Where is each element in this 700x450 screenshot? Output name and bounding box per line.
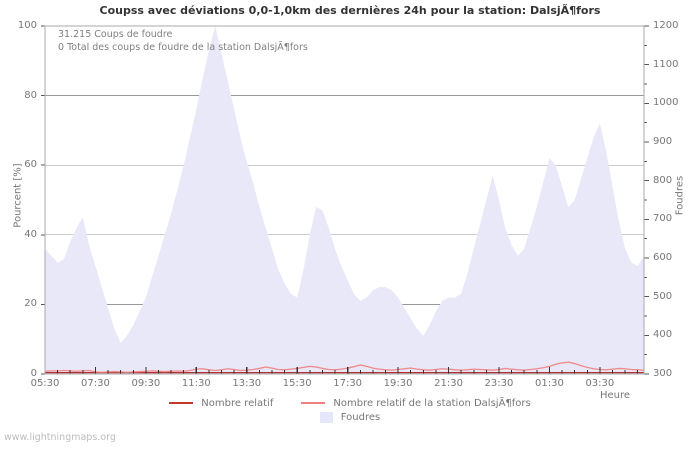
- y-axis-left-tick: 40: [24, 228, 37, 240]
- legend-item-foudres[interactable]: Foudres: [319, 411, 381, 423]
- page-title: Coupss avec déviations 0,0-1,0km des der…: [99, 4, 601, 17]
- line-series-group: [44, 361, 645, 374]
- area-series-group: [45, 26, 644, 374]
- legend-item-nombre-relatif[interactable]: Nombre relatif: [169, 398, 273, 409]
- y-axis-left-tick: 100: [17, 20, 37, 31]
- y-axis-right-tick: 300: [653, 368, 673, 379]
- y-axis-right-tick: 1100: [653, 58, 679, 70]
- area-series-foudres: [45, 26, 644, 374]
- x-axis-tick: 11:30: [181, 378, 211, 389]
- x-axis-tick: 05:30: [30, 378, 60, 389]
- legend-swatch-line-icon: [169, 402, 194, 404]
- legend-label: Foudres: [340, 411, 381, 423]
- legend-item-nombre-relatif-station[interactable]: Nombre relatif de la station DalsjÃ¶fors: [301, 397, 531, 409]
- annotation-total-strokes: 31.215 Coups de foudre: [58, 29, 173, 40]
- x-axis-tick: 21:30: [434, 378, 463, 389]
- y-axis-right-tick: 700: [653, 213, 673, 225]
- y-axis-right-tick: 800: [653, 174, 673, 186]
- x-axis-tick: 17:30: [333, 378, 363, 389]
- x-axis-tick: 07:30: [81, 378, 110, 389]
- legend-label: Nombre relatif de la station DalsjÃ¶fors: [333, 397, 531, 409]
- plot-frame: [44, 25, 645, 375]
- x-axis-tick: 15:30: [282, 378, 312, 389]
- legend-row-1: Nombre relatif Nombre relatif de la stat…: [0, 396, 700, 410]
- legend-label: Nombre relatif: [201, 397, 274, 409]
- x-axis-tick: 09:30: [131, 378, 161, 389]
- watermark: www.lightningmaps.org: [4, 432, 116, 443]
- chart-legend: Nombre relatif Nombre relatif de la stat…: [0, 396, 700, 424]
- y-axis-right-label: Foudres: [674, 175, 686, 216]
- y-axis-right-tick: 600: [653, 252, 673, 263]
- axis-ticks: [41, 25, 649, 375]
- x-axis-tick: 19:30: [383, 378, 413, 389]
- y-axis-left-tick: 0: [30, 368, 37, 379]
- legend-swatch-area-icon: [319, 411, 333, 423]
- legend-swatch-line-icon: [301, 402, 326, 404]
- y-axis-right-tick: 900: [653, 136, 673, 147]
- x-axis-tick: 01:30: [534, 378, 564, 389]
- line-series-nombre-relatif-station: [44, 361, 645, 373]
- x-axis-tick: 23:30: [484, 378, 514, 389]
- y-axis-right-tick: 500: [653, 290, 673, 302]
- y-axis-left-tick: 80: [24, 89, 37, 101]
- y-axis-right-tick: 1000: [653, 97, 679, 109]
- x-axis-label: Heure: [600, 390, 631, 401]
- y-axis-left-tick: 60: [24, 159, 37, 171]
- y-axis-left-tick: 20: [24, 298, 37, 310]
- annotation-station-strokes: 0 Total des coups de foudre de la statio…: [58, 42, 308, 53]
- x-axis-tick: 03:30: [585, 378, 615, 389]
- x-axis-tick: 13:30: [232, 378, 262, 389]
- y-axis-right-tick: 1200: [653, 20, 679, 31]
- legend-row-2: Foudres: [0, 410, 700, 424]
- y-axis-right-tick: 400: [653, 329, 673, 341]
